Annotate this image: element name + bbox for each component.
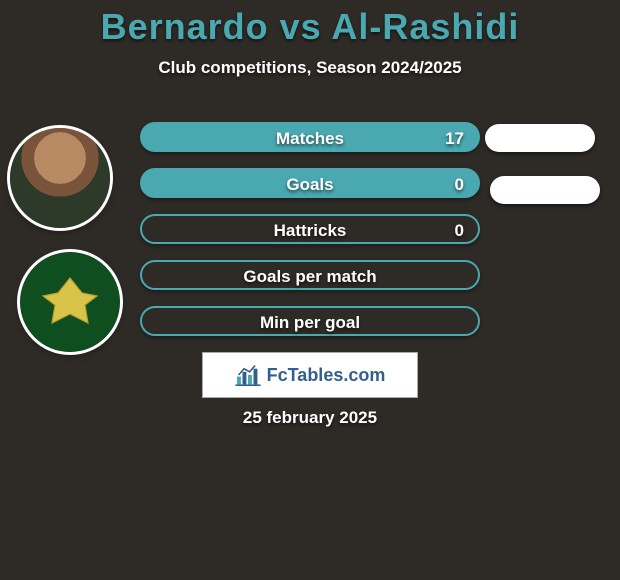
- page-title: Bernardo vs Al-Rashidi: [0, 0, 620, 48]
- club-badge: [20, 252, 120, 352]
- stat-value: 17: [445, 124, 464, 154]
- stat-bar: Goals per match: [140, 260, 480, 290]
- player-2-avatar: [20, 252, 120, 352]
- side-pill: [490, 176, 600, 204]
- stat-bar: Goals0: [140, 168, 480, 198]
- side-pill: [485, 124, 595, 152]
- stat-label: Matches: [142, 124, 478, 154]
- barchart-icon: [235, 364, 261, 386]
- player-1-avatar: [10, 128, 110, 228]
- stat-label: Min per goal: [142, 308, 478, 338]
- date-text: 25 february 2025: [0, 408, 620, 428]
- eagle-icon: [40, 272, 100, 332]
- stat-label: Hattricks: [142, 216, 478, 246]
- stat-bar: Matches17: [140, 122, 480, 152]
- stat-label: Goals per match: [142, 262, 478, 292]
- subtitle: Club competitions, Season 2024/2025: [0, 58, 620, 78]
- stat-label: Goals: [142, 170, 478, 200]
- logo-text: FcTables.com: [267, 365, 386, 386]
- stat-value: 0: [455, 170, 464, 200]
- stat-bar: Min per goal: [140, 306, 480, 336]
- player-photo: [10, 128, 110, 228]
- logo-box: FcTables.com: [202, 352, 418, 398]
- stat-value: 0: [455, 216, 464, 246]
- stat-bar: Hattricks0: [140, 214, 480, 244]
- stat-bars: Matches17Goals0Hattricks0Goals per match…: [140, 122, 480, 352]
